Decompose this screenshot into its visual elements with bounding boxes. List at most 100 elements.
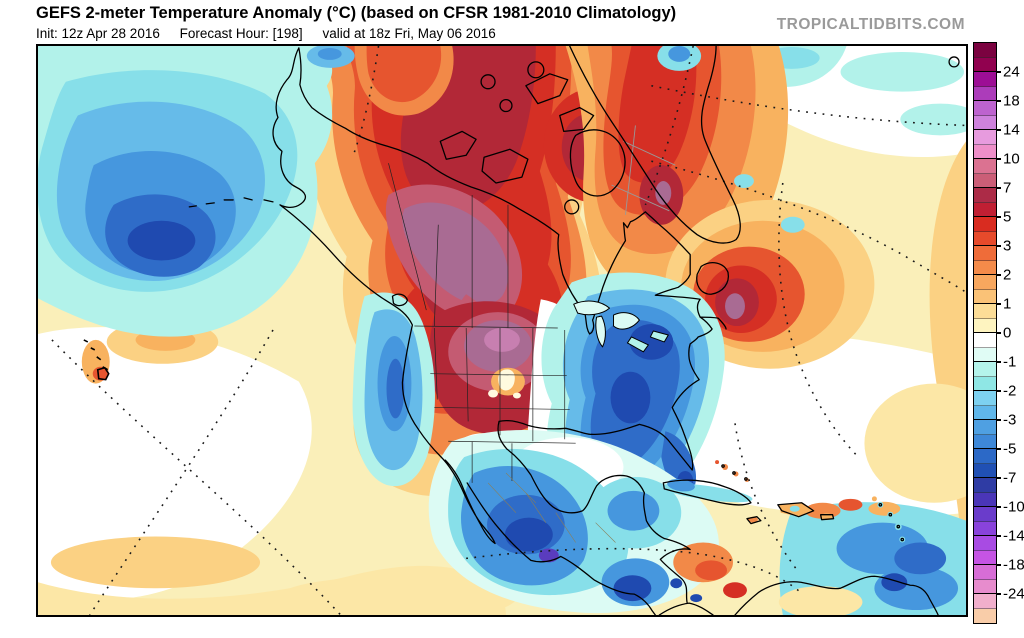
colorbar-cell — [974, 72, 996, 87]
pacific-cold-pool — [38, 46, 355, 337]
map-shape — [670, 578, 683, 589]
cuba-outline — [662, 479, 752, 506]
arctic-cyan-patch-2 — [840, 51, 965, 92]
map-title: GEFS 2-meter Temperature Anomaly (°C) (b… — [36, 4, 677, 22]
colorbar-cell — [974, 565, 996, 580]
map-shape — [734, 423, 800, 573]
colorbar-cell — [974, 173, 996, 188]
banks-island — [439, 130, 477, 160]
alaska-mauve-core — [402, 202, 509, 305]
colorbar-cell — [974, 463, 996, 478]
colorbar-label: 7 — [1003, 179, 1012, 197]
colorbar-label: 18 — [1003, 92, 1020, 110]
graticule — [51, 46, 966, 615]
bahamas-dot-1 — [721, 464, 725, 468]
colorbar-label: 10 — [1003, 150, 1020, 168]
newfoundland-island — [696, 262, 730, 295]
hawaii-chain-outline — [83, 339, 109, 371]
colorbar-label: -14 — [1003, 527, 1024, 545]
colorbar-cell — [974, 492, 996, 507]
colorbar-cell — [974, 130, 996, 145]
arctic-island-3 — [480, 74, 496, 90]
panama-warm — [723, 582, 747, 599]
map-shape — [887, 511, 894, 518]
colorbar-cell — [974, 57, 996, 72]
puertorico-outline — [819, 514, 835, 521]
bottom-center-yellow — [277, 576, 516, 615]
colorbar-cell — [974, 333, 996, 348]
antilles-dot-2 — [888, 512, 893, 517]
colorbar-cell — [974, 507, 996, 522]
south-america-cold-region — [778, 498, 966, 615]
colorbar-label: -10 — [1003, 498, 1024, 516]
colorbar-label: -5 — [1003, 440, 1017, 458]
colorbar-cell — [974, 521, 996, 536]
map-shape — [651, 84, 966, 127]
colorbar-cell — [974, 275, 996, 290]
greenland-gray-grid — [611, 125, 676, 215]
venezuela-coast-warm-3 — [868, 501, 901, 516]
bahamas-dot-3 — [744, 477, 748, 481]
colorbar-cell — [974, 289, 996, 304]
colorbar-cell — [974, 144, 996, 159]
map-shape — [690, 594, 703, 603]
colorbar-label: 14 — [1003, 121, 1020, 139]
colorbar-label: -24 — [1003, 585, 1024, 603]
valid-time-label: valid at 18z Fri, May 06 2016 — [322, 26, 496, 41]
lake-superior — [573, 300, 611, 316]
map-subtitle: Init: 12z Apr 28 2016 Forecast Hour: [19… — [36, 26, 512, 41]
map-shape — [386, 358, 405, 419]
map-shape — [623, 140, 676, 166]
lake-erie — [626, 336, 649, 353]
colorbar-label: 5 — [1003, 208, 1012, 226]
lake-huron — [613, 312, 640, 330]
gulf-mexico-cold-region — [428, 430, 753, 614]
init-time-label: Init: 12z Apr 28 2016 — [36, 26, 160, 41]
big-island-outline — [96, 366, 110, 381]
colorbar-cell — [974, 318, 996, 333]
pacific-orange-patch — [50, 536, 261, 589]
colorbar-cell — [974, 579, 996, 594]
colorbar-cell — [974, 43, 996, 58]
right-mid-yellow — [864, 383, 966, 503]
colorbar-label: 24 — [1003, 63, 1020, 81]
colorbar-cell — [974, 246, 996, 261]
map-shape — [92, 366, 109, 381]
hotspot-2 — [488, 389, 499, 398]
colorbar-cell — [974, 434, 996, 449]
vancouver-island — [391, 293, 409, 307]
map-frame — [36, 44, 968, 617]
forecast-hour-label: Forecast Hour: [198] — [179, 26, 303, 41]
antilles-dot-3 — [896, 524, 901, 529]
map-shape — [877, 501, 884, 508]
baffin-island — [569, 129, 626, 197]
colorbar-cell — [974, 376, 996, 391]
colorbar-cell — [974, 420, 996, 435]
lake-ontario — [649, 330, 669, 343]
rockies-warm-core — [429, 301, 567, 435]
bahamas-dot-2 — [732, 471, 736, 475]
colorbar-cell — [974, 449, 996, 464]
colorbar-label: -2 — [1003, 382, 1017, 400]
colorbar-cell — [974, 550, 996, 565]
map-shape — [625, 125, 636, 215]
colorbar-cell — [974, 101, 996, 116]
hawaii-islands — [81, 339, 110, 384]
coast-south-america — [658, 575, 939, 615]
map-shape — [881, 573, 908, 592]
arctic-cyan-patch-3 — [900, 103, 966, 136]
arctic-island-2 — [527, 61, 545, 79]
map-shape — [388, 163, 576, 483]
colorbar-label: -1 — [1003, 353, 1017, 371]
map-shape — [778, 182, 858, 456]
colorbar-cell — [974, 115, 996, 130]
colorbar-cell — [974, 478, 996, 493]
colorbar-label: 0 — [1003, 324, 1012, 342]
chukotka-red — [366, 46, 442, 103]
cuba-cold — [661, 478, 753, 503]
map-shape — [351, 46, 380, 158]
map-shape — [611, 184, 670, 212]
colorbar-cell — [974, 405, 996, 420]
aleutian-chain — [188, 197, 274, 208]
